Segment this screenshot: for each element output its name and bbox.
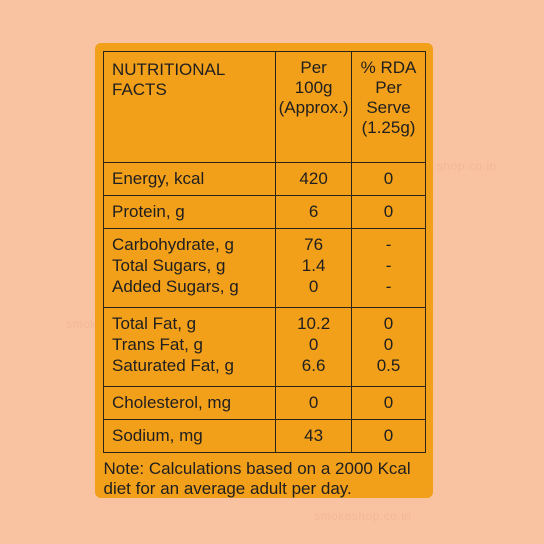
nutrient-label-group: Total Fat, g Trans Fat, g Saturated Fat,…: [102, 307, 277, 387]
rda-value: 0.5: [376, 356, 401, 375]
table-header-row: NUTRITIONAL FACTS Per 100g (Approx.) % R…: [102, 51, 426, 163]
table-row: Energy, kcal 420 0: [102, 162, 426, 196]
table-row: Cholesterol, mg 0 0: [102, 386, 426, 420]
header-nutrient: NUTRITIONAL FACTS: [102, 51, 277, 163]
per-100g-value: 0: [308, 277, 319, 296]
header-rda: % RDA Per Serve (1.25g): [351, 51, 426, 163]
watermark: smokeshop.co.in: [314, 509, 412, 523]
header-per-100g-label: Per 100g (Approx.): [278, 58, 349, 117]
watermark: shop.co.in: [437, 159, 497, 173]
nutrient-label-group: Carbohydrate, g Total Sugars, g Added Su…: [102, 228, 277, 308]
nutrient-label: Carbohydrate, g: [112, 235, 234, 254]
note-cell: Note: Calculations based on a 2000 Kcal …: [103, 452, 426, 499]
per-100g-value: 43: [275, 419, 353, 453]
nutrient-label: Total Fat, g: [112, 314, 197, 333]
nutrition-table: NUTRITIONAL FACTS Per 100g (Approx.) % R…: [102, 51, 426, 499]
nutrient-label: Saturated Fat, g: [112, 356, 234, 375]
rda-value: 0: [351, 386, 426, 420]
per-100g-value: 10.2: [297, 314, 331, 333]
watermark: smok: [66, 317, 97, 331]
header-rda-label: % RDA Per Serve (1.25g): [360, 58, 417, 137]
rda-value: 0: [351, 419, 426, 453]
nutrient-label: Added Sugars, g: [112, 277, 239, 296]
rda-value: 0: [383, 335, 394, 354]
header-per-100g: Per 100g (Approx.): [275, 51, 353, 163]
rda-value: -: [385, 277, 392, 296]
rda-value: 0: [383, 314, 394, 333]
table-row: Protein, g 6 0: [102, 195, 426, 229]
per-100g-value-group: 10.2 0 6.6: [275, 307, 353, 387]
table-row: Sodium, mg 43 0: [102, 419, 426, 453]
note-text: Note: Calculations based on a 2000 Kcal …: [103, 459, 411, 498]
nutrient-label: Cholesterol, mg: [102, 386, 277, 420]
header-nutrient-label: NUTRITIONAL FACTS: [112, 60, 226, 99]
nutrition-label-panel: NUTRITIONAL FACTS Per 100g (Approx.) % R…: [95, 43, 433, 499]
rda-value: 0: [351, 195, 426, 229]
table-row: Carbohydrate, g Total Sugars, g Added Su…: [102, 228, 426, 308]
nutrient-label: Total Sugars, g: [112, 256, 226, 275]
rda-value-group: 0 0 0.5: [351, 307, 426, 387]
per-100g-value: 0: [308, 335, 319, 354]
per-100g-value: 6.6: [301, 356, 326, 375]
note-row: Note: Calculations based on a 2000 Kcal …: [103, 452, 426, 499]
rda-value: -: [385, 256, 392, 275]
per-100g-value: 76: [304, 235, 324, 254]
nutrient-label: Sodium, mg: [102, 419, 277, 453]
nutrient-label: Energy, kcal: [102, 162, 277, 196]
per-100g-value: 0: [275, 386, 353, 420]
rda-value: 0: [351, 162, 426, 196]
nutrient-label: Trans Fat, g: [112, 335, 204, 354]
per-100g-value-group: 76 1.4 0: [275, 228, 353, 308]
nutrient-label: Protein, g: [102, 195, 277, 229]
table-row: Total Fat, g Trans Fat, g Saturated Fat,…: [102, 307, 426, 387]
per-100g-value: 6: [275, 195, 353, 229]
rda-value-group: - - -: [351, 228, 426, 308]
rda-value: -: [385, 235, 392, 254]
per-100g-value: 1.4: [301, 256, 326, 275]
per-100g-value: 420: [275, 162, 353, 196]
